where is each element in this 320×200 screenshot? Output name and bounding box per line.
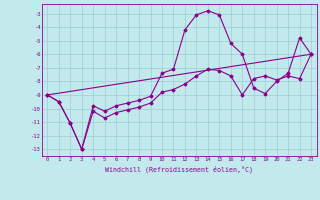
X-axis label: Windchill (Refroidissement éolien,°C): Windchill (Refroidissement éolien,°C) <box>105 165 253 173</box>
